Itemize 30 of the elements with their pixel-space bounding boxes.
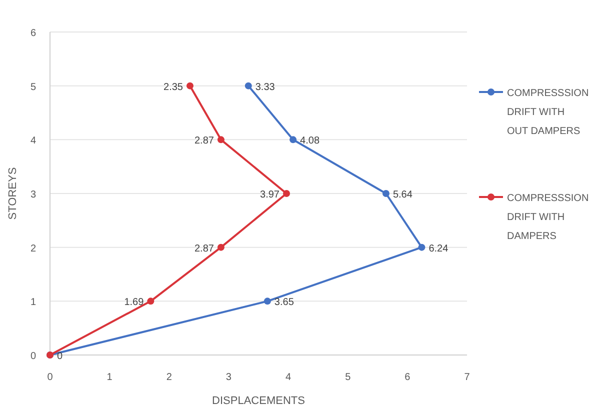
- data-label: 3.65: [274, 297, 294, 308]
- y-tick-label: 2: [30, 243, 36, 254]
- data-label: 3.97: [260, 190, 280, 200]
- data-label: 3.33: [255, 82, 276, 93]
- x-tick-label: 1: [106, 372, 113, 383]
- x-tick-label: 7: [464, 372, 470, 383]
- data-label: 2.35: [164, 82, 184, 93]
- legend-label: COMPRESSSION DRIFT WITH DAMPERS: [507, 193, 589, 242]
- x-tick-label: 0: [47, 372, 54, 383]
- x-axis-title: DISPLACEMENTS: [212, 395, 305, 407]
- y-tick-label: 4: [30, 136, 36, 147]
- data-label: 2.87: [194, 136, 214, 147]
- data-label: 6.24: [428, 243, 449, 254]
- x-tick-label: 2: [166, 372, 172, 383]
- x-tick-label: 3: [226, 372, 232, 383]
- y-tick-label: 3: [30, 190, 36, 200]
- data-label: 2.87: [194, 243, 214, 254]
- data-label: 5.64: [392, 190, 413, 200]
- y-tick-label: 6: [30, 28, 36, 39]
- data-label: 4.08: [300, 136, 320, 147]
- y-tick-label: 5: [30, 82, 36, 93]
- x-tick-label: 4: [286, 372, 292, 383]
- data-label: 0: [57, 351, 63, 362]
- legend-label: COMPRESSSION DRIFT WITH OUT DAMPERS: [507, 88, 589, 137]
- x-tick-label: 5: [345, 372, 352, 383]
- data-label: 1.69: [124, 297, 144, 308]
- y-tick-label: 1: [30, 297, 36, 308]
- y-tick-label: 0: [30, 351, 36, 362]
- x-tick-label: 6: [404, 372, 411, 383]
- y-axis-title: STOREYS: [7, 167, 19, 220]
